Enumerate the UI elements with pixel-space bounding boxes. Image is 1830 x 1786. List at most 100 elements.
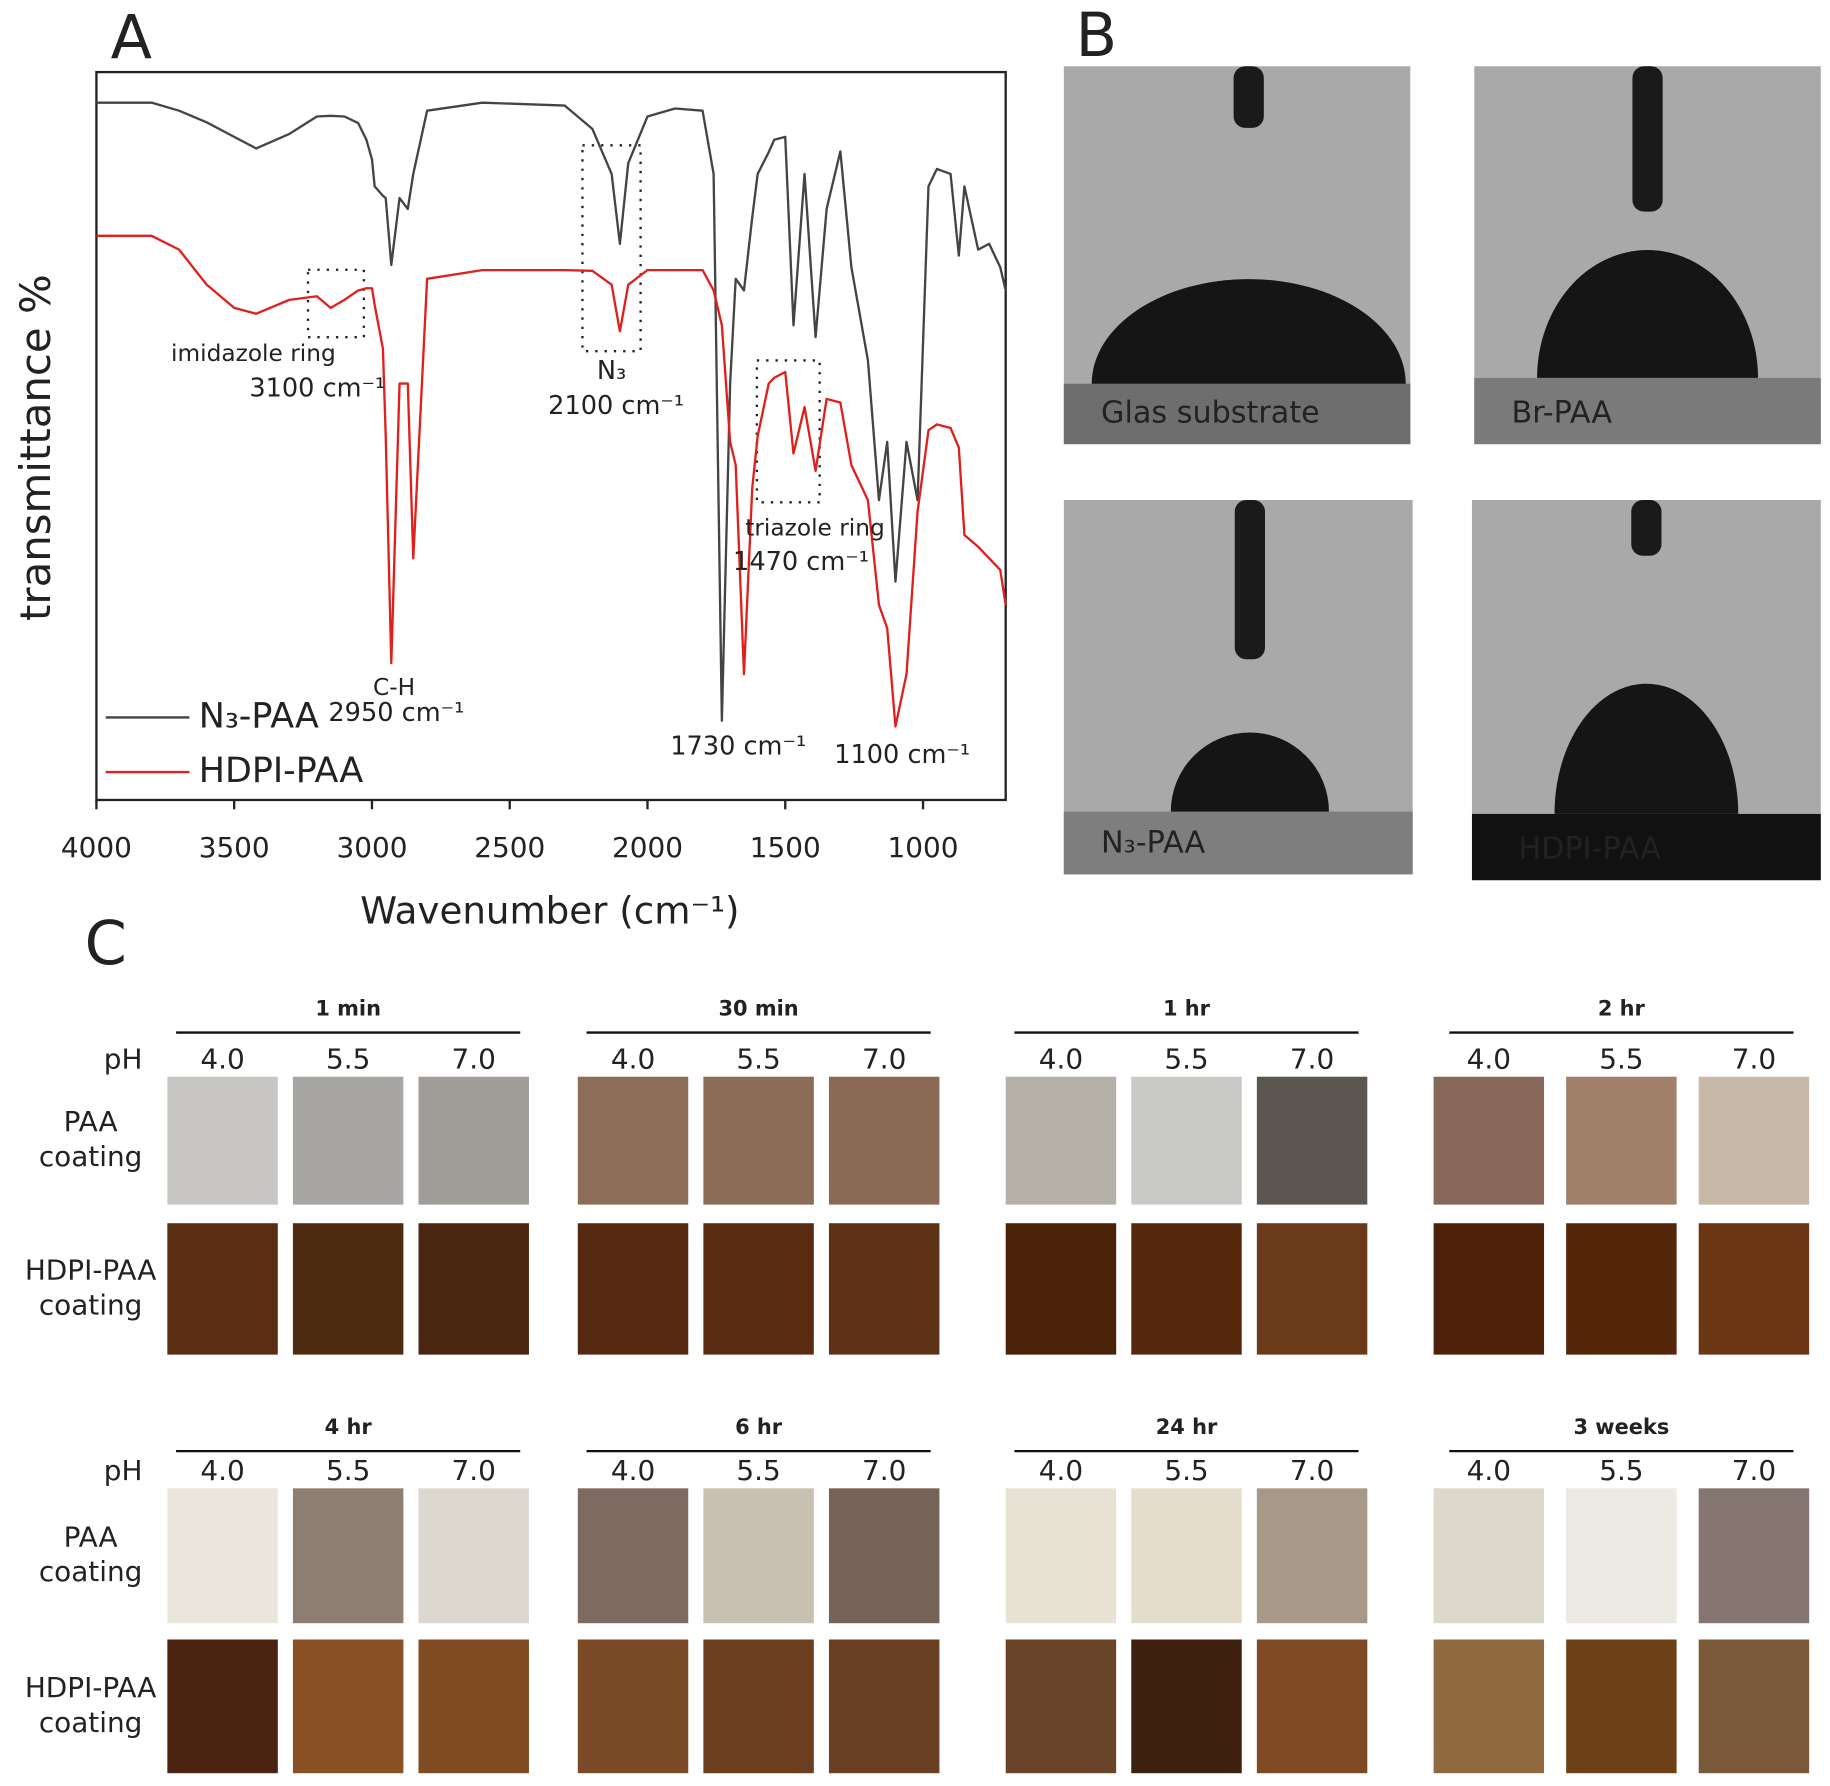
hdpi-swatch — [1005, 1223, 1117, 1355]
contact-angle-image: N₃-PAA — [1063, 499, 1413, 875]
series-line — [96, 101, 1007, 722]
row-label: coating — [39, 1555, 143, 1588]
needle — [1632, 66, 1663, 212]
hdpi-swatch — [828, 1639, 940, 1774]
x-tick-label: 4000 — [61, 831, 132, 864]
ph-row-label: pH — [104, 1454, 143, 1487]
paa-swatch — [1433, 1488, 1545, 1624]
contact-angle-image: Glas substrate — [1063, 66, 1411, 445]
panel-label: C — [85, 909, 127, 979]
hdpi-swatch — [292, 1223, 404, 1355]
paa-swatch — [1698, 1488, 1810, 1624]
hdpi-swatch — [703, 1639, 814, 1774]
ph-value: 4.0 — [611, 1042, 655, 1075]
hdpi-swatch — [1131, 1223, 1242, 1355]
time-label: 2 hr — [1598, 996, 1646, 1020]
ph-value: 7.0 — [1290, 1454, 1334, 1487]
hdpi-swatch — [1698, 1223, 1810, 1355]
ph-value: 7.0 — [1732, 1454, 1776, 1487]
ph-value: 5.5 — [736, 1454, 780, 1487]
row-label: PAA — [64, 1520, 118, 1553]
contact-angle-image: Br-PAA — [1474, 66, 1821, 445]
ph-value: 7.0 — [862, 1454, 906, 1487]
time-label: 30 min — [718, 996, 798, 1020]
ph-value: 7.0 — [1290, 1042, 1334, 1075]
paa-swatch — [1005, 1076, 1117, 1205]
annotation: 2950 cm⁻¹ — [328, 698, 464, 728]
image-label: N₃-PAA — [1101, 826, 1205, 861]
hdpi-swatch — [703, 1223, 814, 1355]
plot-frame — [95, 70, 1007, 802]
paa-swatch — [1566, 1488, 1677, 1624]
ph-value: 5.5 — [1164, 1042, 1208, 1075]
hdpi-swatch — [1256, 1223, 1368, 1355]
ph-value: 4.0 — [200, 1454, 244, 1487]
annotation: C-H — [373, 674, 415, 701]
annotation: 2100 cm⁻¹ — [548, 391, 684, 421]
paa-swatch — [1131, 1076, 1242, 1205]
hdpi-swatch — [577, 1223, 689, 1355]
annotation: 1100 cm⁻¹ — [834, 740, 970, 770]
ph-value: 4.0 — [1039, 1042, 1083, 1075]
substrate — [1471, 813, 1821, 881]
image-label: HDPI-PAA — [1518, 831, 1661, 866]
triazole-box — [755, 359, 821, 504]
ph-value: 7.0 — [862, 1042, 906, 1075]
droplet — [1170, 732, 1329, 812]
paa-swatch — [292, 1488, 404, 1624]
annotation: 1470 cm⁻¹ — [733, 547, 869, 577]
hdpi-swatch — [1256, 1639, 1368, 1774]
annotation: 1730 cm⁻¹ — [670, 732, 806, 762]
legend-label: N₃-PAA — [199, 696, 319, 736]
hdpi-swatch — [1566, 1639, 1677, 1774]
droplet — [1091, 279, 1406, 384]
needle — [1233, 66, 1264, 128]
ph-value: 7.0 — [452, 1042, 496, 1075]
ph-value: 4.0 — [611, 1454, 655, 1487]
paa-swatch — [1256, 1488, 1368, 1624]
highlight-boxes — [306, 144, 821, 504]
paa-swatch — [577, 1076, 689, 1205]
row-label: coating — [39, 1140, 143, 1173]
substrate — [1063, 811, 1413, 875]
row-label: HDPI-PAA — [25, 1253, 157, 1286]
substrate — [1474, 377, 1821, 445]
hdpi-swatch — [167, 1223, 278, 1355]
contact-angle-image: HDPI-PAA — [1471, 499, 1821, 881]
hdpi-swatch — [1131, 1639, 1242, 1774]
paa-swatch — [1433, 1076, 1545, 1205]
hdpi-swatch — [1005, 1639, 1117, 1774]
imidazole-box — [306, 268, 366, 339]
x-tick-label: 3500 — [199, 831, 270, 864]
ph-value: 5.5 — [326, 1042, 370, 1075]
ph-value: 4.0 — [1467, 1042, 1511, 1075]
hdpi-swatch — [418, 1223, 529, 1355]
ph-value: 4.0 — [200, 1042, 244, 1075]
hdpi-swatch — [1433, 1223, 1545, 1355]
hdpi-swatch — [1566, 1223, 1677, 1355]
paa-swatch — [167, 1488, 278, 1624]
image-label: Glas substrate — [1101, 395, 1320, 430]
substrate — [1063, 383, 1411, 445]
series-line — [96, 234, 1007, 728]
panel-label: B — [1076, 1, 1117, 71]
ph-value: 5.5 — [1599, 1042, 1643, 1075]
azide-box — [581, 144, 642, 353]
paa-swatch — [703, 1488, 814, 1624]
time-label: 4 hr — [325, 1415, 373, 1439]
x-tick-label: 3000 — [336, 831, 407, 864]
hdpi-swatch — [577, 1639, 689, 1774]
paa-swatch — [418, 1488, 529, 1624]
paa-swatch — [1698, 1076, 1810, 1205]
ph-value: 5.5 — [1599, 1454, 1643, 1487]
needle — [1234, 499, 1265, 660]
image-label: Br-PAA — [1511, 395, 1612, 430]
hdpi-swatch — [828, 1223, 940, 1355]
paa-swatch — [292, 1076, 404, 1205]
ph-value: 5.5 — [736, 1042, 780, 1075]
ph-value: 7.0 — [452, 1454, 496, 1487]
hdpi-swatch — [292, 1639, 404, 1774]
row-label: PAA — [64, 1105, 118, 1138]
row-label: coating — [39, 1288, 143, 1321]
x-axis-label: Wavenumber (cm⁻¹) — [360, 888, 739, 932]
